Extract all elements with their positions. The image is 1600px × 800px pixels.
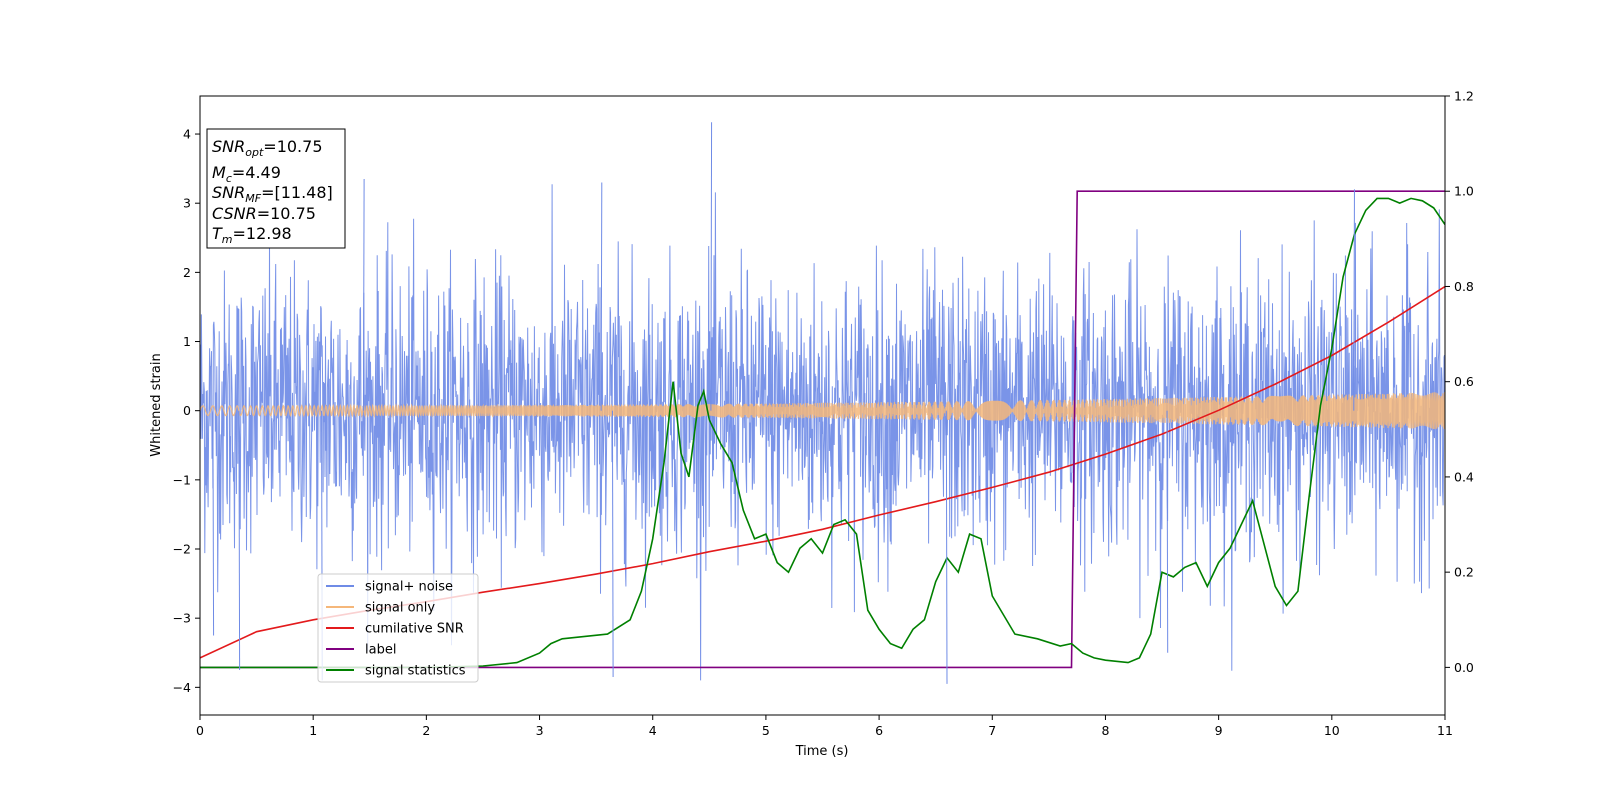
info-box-line: SNRMF=[11.48]	[212, 183, 333, 205]
x-tick-label: 9	[1215, 723, 1223, 738]
info-var: SNR	[212, 137, 245, 156]
y2-axis-ticks: 0.0 0.2 0.4 0.6 0.8 1.0 1.2	[1445, 89, 1474, 675]
series-line-signal-only	[200, 392, 1445, 430]
noise-spike	[611, 410, 614, 677]
noise-spike	[710, 122, 713, 411]
y-tick-label: −3	[173, 611, 191, 626]
y-tick-label: 3	[183, 196, 191, 211]
plot-frame	[199, 95, 1446, 716]
y-tick-label: 2	[183, 265, 191, 280]
info-box-line: Mc=4.49	[212, 163, 281, 185]
y2-tick-label: 0.8	[1454, 279, 1474, 294]
info-sub: m	[222, 233, 233, 246]
info-value: =[11.48]	[261, 183, 333, 202]
noise-spike	[600, 182, 603, 411]
x-tick-label: 10	[1324, 723, 1340, 738]
y2-tick-label: 0.4	[1454, 469, 1474, 484]
y2-tick-label: 1.0	[1454, 184, 1474, 199]
x-tick-label: 1	[309, 723, 317, 738]
y2-tick-label: 1.2	[1454, 89, 1474, 104]
info-box-line: CSNR=10.75	[212, 204, 316, 223]
info-value: =4.49	[232, 163, 281, 182]
noise-spike	[212, 410, 215, 636]
y-axis-ticks: −4 −3 −2 −1 0 1 2 3 4	[173, 127, 200, 695]
x-axis-label: Time (s)	[795, 744, 849, 759]
y2-tick-label: 0.0	[1454, 660, 1474, 675]
x-tick-label: 11	[1437, 723, 1453, 738]
info-var: SNR	[212, 183, 245, 202]
info-box-frame	[206, 128, 346, 249]
legend-label: cumilative SNR	[365, 622, 464, 637]
legend-label: signal+ noise	[365, 580, 453, 595]
y2-tick-label: 0.6	[1454, 374, 1474, 389]
x-tick-label: 4	[649, 723, 657, 738]
info-value: =10.75	[257, 204, 316, 223]
info-sub: c	[226, 172, 232, 185]
noise-spike	[362, 178, 365, 411]
noise-spike	[1166, 410, 1169, 653]
info-value: =12.98	[233, 224, 292, 243]
y-tick-label: −4	[173, 680, 191, 695]
info-box-line: Tm=12.98	[212, 224, 292, 246]
y2-tick-label: 0.2	[1454, 565, 1474, 580]
series-line-signal-noise	[200, 184, 1445, 681]
info-sub: opt	[245, 146, 264, 159]
y-tick-label: 1	[183, 334, 191, 349]
x-tick-label: 2	[422, 723, 430, 738]
legend: signal+ noise signal only cumilative SNR la…	[317, 573, 479, 683]
info-value: =10.75	[263, 137, 322, 156]
noise-spike	[1353, 189, 1355, 411]
x-tick-label: 3	[536, 723, 544, 738]
series-line-label	[200, 190, 1445, 669]
info-var: CSNR	[212, 204, 257, 223]
x-tick-label: 0	[196, 723, 204, 738]
y-axis-label: Whitened strain	[149, 353, 164, 456]
y-tick-label: −2	[173, 542, 191, 557]
noise-spike	[238, 410, 241, 671]
info-var: T	[212, 224, 223, 243]
x-tick-label: 8	[1101, 723, 1109, 738]
noise-spike	[945, 410, 948, 684]
info-box-line: SNRopt=10.75	[212, 137, 323, 159]
x-tick-label: 5	[762, 723, 770, 738]
legend-label: signal only	[365, 601, 435, 616]
y-tick-label: −1	[173, 472, 191, 487]
y-tick-label: 0	[183, 403, 191, 418]
x-axis-ticks: 0 1 2 3 4 5 6 7 8 9 10 11	[196, 715, 1453, 738]
x-tick-label: 6	[875, 723, 883, 738]
info-var: M	[212, 163, 226, 182]
legend-label: signal statistics	[365, 664, 466, 679]
legend-label: label	[365, 643, 396, 658]
y-tick-label: 4	[183, 127, 191, 142]
legend-frame	[317, 573, 479, 683]
info-box: SNRopt=10.75Mc=4.49SNRMF=[11.48]CSNR=10.…	[206, 128, 346, 249]
x-tick-label: 7	[988, 723, 996, 738]
info-sub: MF	[245, 192, 261, 205]
